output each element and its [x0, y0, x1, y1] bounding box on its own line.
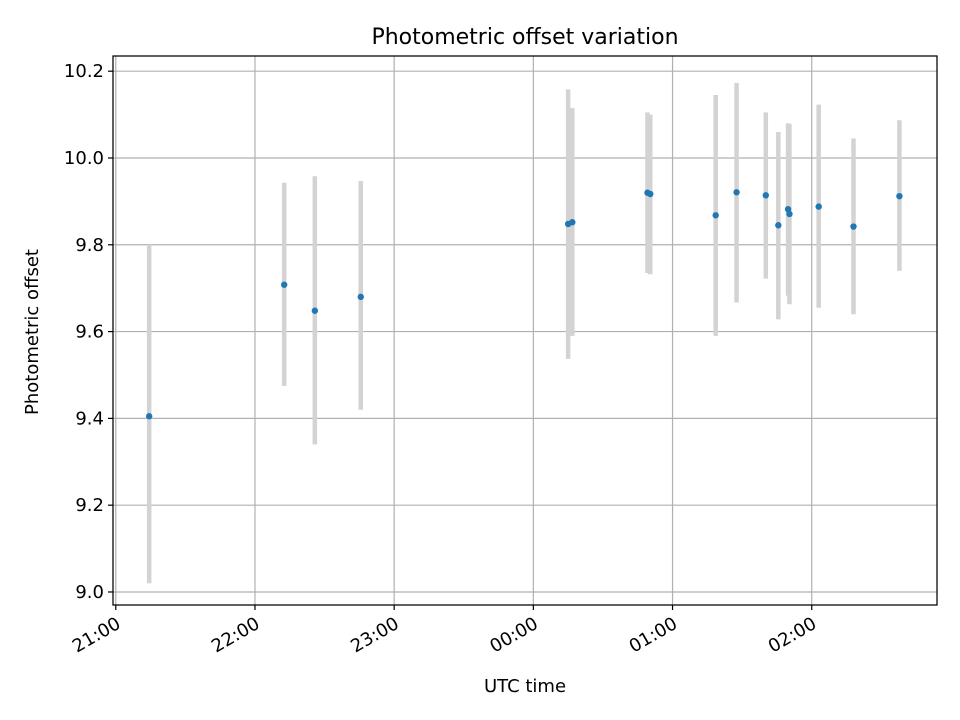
- data-point: [762, 192, 769, 199]
- data-point: [733, 189, 740, 196]
- data-point: [357, 293, 364, 301]
- data-point: [712, 212, 719, 219]
- data-point: [569, 219, 576, 226]
- plot-frame: [112, 55, 938, 606]
- chart-title: Photometric offset variation: [371, 25, 678, 50]
- y-axis-label: Photometric offset: [22, 249, 43, 415]
- data-point: [896, 192, 903, 200]
- y-tick-label: 9.4: [75, 408, 104, 429]
- data-point: [850, 223, 857, 230]
- data-point: [145, 413, 153, 420]
- data-point: [786, 210, 793, 218]
- data-point: [775, 222, 782, 229]
- y-axis-ticks: 9.0 9.2 9.4 9.6 9.8 10.0 10.2: [64, 61, 113, 603]
- data-points: [145, 189, 903, 420]
- y-tick-label: 10.2: [64, 61, 104, 82]
- data-point: [815, 203, 822, 210]
- gridlines: [113, 56, 937, 605]
- y-tick-label: 9.8: [75, 235, 104, 256]
- data-point: [311, 307, 319, 314]
- x-axis-label: UTC time: [484, 676, 566, 697]
- data-point: [281, 281, 288, 288]
- y-tick-label: 9.2: [75, 495, 104, 516]
- data-point: [647, 190, 654, 198]
- y-tick-label: 9.6: [75, 322, 104, 343]
- y-tick-label: 9.0: [75, 582, 104, 603]
- y-tick-label: 10.0: [64, 148, 104, 169]
